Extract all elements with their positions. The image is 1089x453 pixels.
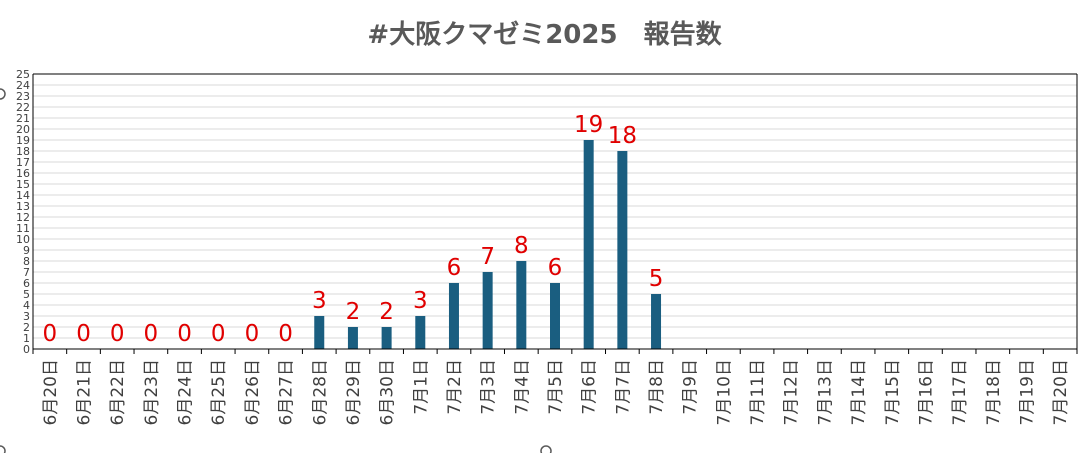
x-tick-label: 7月16日	[916, 359, 936, 425]
x-tick-label: 6月20日	[41, 359, 61, 425]
data-label: 5	[649, 266, 664, 292]
data-label: 0	[144, 321, 159, 347]
x-tick-label: 7月18日	[984, 359, 1004, 425]
data-label: 0	[110, 321, 125, 347]
y-tick-label: 23	[16, 90, 30, 103]
y-tick-label: 22	[16, 101, 30, 114]
x-tick-label: 6月26日	[243, 359, 263, 425]
data-label: 0	[76, 321, 91, 347]
x-tick-label: 7月5日	[546, 359, 566, 415]
resize-handle[interactable]	[540, 445, 552, 453]
data-label: 19	[574, 112, 603, 138]
x-tick-label: 7月19日	[1017, 359, 1037, 425]
data-label: 6	[548, 255, 563, 281]
data-label: 0	[278, 321, 293, 347]
y-tick-label: 11	[16, 222, 30, 235]
x-tick-label: 7月11日	[748, 359, 768, 425]
bar	[516, 261, 527, 349]
y-tick-label: 8	[23, 255, 30, 268]
data-label: 0	[177, 321, 192, 347]
x-tick-label: 6月28日	[310, 359, 330, 425]
bar	[617, 151, 628, 349]
y-tick-label: 9	[23, 244, 30, 257]
x-tick-label: 7月17日	[950, 359, 970, 425]
selection-handles[interactable]	[0, 88, 552, 453]
x-tick-label: 7月1日	[411, 359, 431, 415]
x-tick-label: 7月2日	[445, 359, 465, 415]
y-tick-label: 2	[23, 321, 30, 334]
bar	[415, 316, 426, 349]
data-label: 2	[346, 299, 361, 325]
resize-handle[interactable]	[0, 88, 6, 100]
x-tick-label: 6月23日	[142, 359, 162, 425]
resize-handle[interactable]	[0, 445, 6, 453]
x-tick-label: 7月6日	[580, 359, 600, 415]
x-tick-label: 7月9日	[681, 359, 701, 415]
y-tick-label: 18	[16, 145, 30, 158]
x-tick-label: 7月20日	[1051, 359, 1071, 425]
bar	[448, 283, 459, 349]
y-tick-label: 24	[16, 79, 30, 92]
bar	[314, 316, 325, 349]
y-tick-label: 16	[16, 167, 30, 180]
bar	[381, 327, 392, 349]
x-tick-label: 7月14日	[849, 359, 869, 425]
x-tick-label: 7月13日	[815, 359, 835, 425]
x-tick-label: 7月10日	[714, 359, 734, 425]
data-label: 8	[514, 233, 529, 259]
y-tick-label: 4	[23, 299, 30, 312]
x-tick-label: 6月25日	[209, 359, 229, 425]
y-tick-label: 0	[23, 343, 30, 356]
y-tick-label: 3	[23, 310, 30, 323]
y-tick-label: 1	[23, 332, 30, 345]
bar	[347, 327, 358, 349]
x-tick-label: 7月12日	[782, 359, 802, 425]
x-tick-label: 7月8日	[647, 359, 667, 415]
bar	[482, 272, 493, 349]
data-label: 7	[480, 244, 495, 270]
y-tick-label: 20	[16, 123, 30, 136]
y-tick-label: 19	[16, 134, 30, 147]
y-tick-label: 7	[23, 266, 30, 279]
x-tick-label: 6月30日	[378, 359, 398, 425]
data-label: 0	[245, 321, 260, 347]
x-tick-label: 6月27日	[277, 359, 297, 425]
y-tick-label: 5	[23, 288, 30, 301]
data-label: 6	[447, 255, 462, 281]
x-tick-label: 6月22日	[108, 359, 128, 425]
chart-title: #大阪クマゼミ2025 報告数	[367, 20, 722, 50]
data-label: 3	[413, 288, 428, 314]
y-tick-label: 13	[16, 200, 30, 213]
data-label: 0	[43, 321, 58, 347]
y-tick-label: 25	[16, 68, 30, 81]
x-tick-label: 6月24日	[176, 359, 196, 425]
bars	[314, 140, 662, 349]
data-label: 2	[379, 299, 394, 325]
y-tick-label: 10	[16, 233, 30, 246]
y-tick-label: 15	[16, 178, 30, 191]
y-tick-label: 14	[16, 189, 30, 202]
data-label: 3	[312, 288, 327, 314]
x-tick-label: 6月29日	[344, 359, 364, 425]
bar	[550, 283, 560, 349]
x-tick-label: 7月4日	[512, 359, 532, 415]
y-tick-label: 12	[16, 211, 30, 224]
axes: 0123456789101112131415161718192021222324…	[16, 68, 1078, 425]
data-label: 18	[608, 123, 637, 149]
bar	[583, 140, 594, 349]
y-tick-label: 6	[23, 277, 30, 290]
y-tick-label: 21	[16, 112, 30, 125]
x-tick-label: 7月3日	[479, 359, 499, 415]
x-tick-label: 7月7日	[613, 359, 633, 415]
data-label: 0	[211, 321, 226, 347]
x-tick-label: 6月21日	[75, 359, 95, 425]
y-tick-label: 17	[16, 156, 30, 169]
x-tick-label: 7月15日	[883, 359, 903, 425]
bar	[651, 294, 662, 349]
